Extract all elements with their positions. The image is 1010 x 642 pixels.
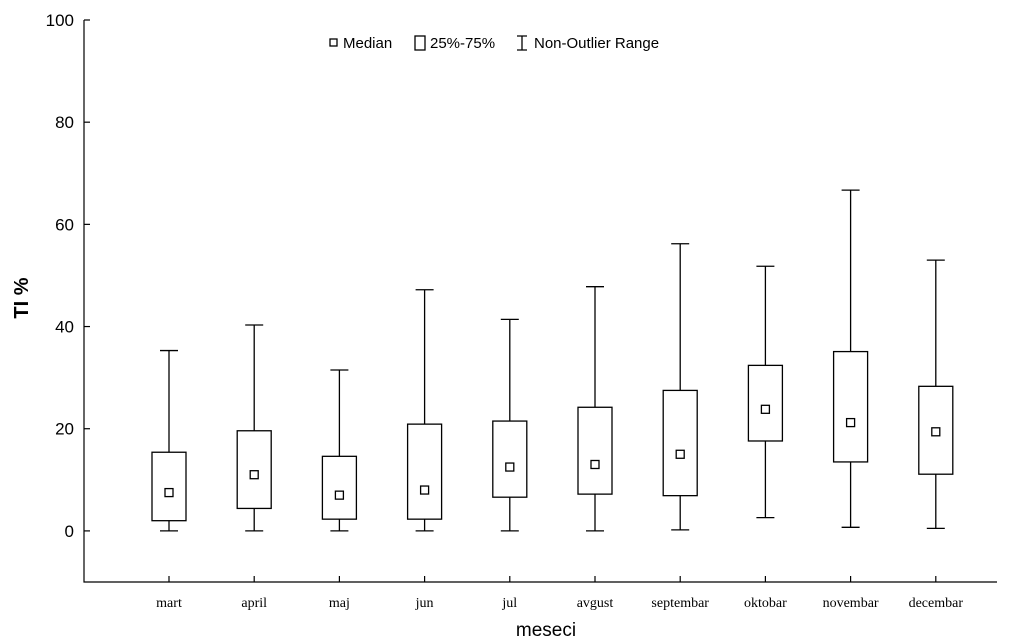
median-marker <box>505 462 515 472</box>
box-item-decembar <box>918 259 954 530</box>
iqr-box <box>577 406 613 495</box>
y-tick-label: 80 <box>55 113 74 132</box>
y-tick-label: 60 <box>55 215 74 234</box>
x-tick-label: novembar <box>823 596 879 611</box>
y-tick-label: 100 <box>46 11 74 30</box>
axes <box>83 20 997 583</box>
iqr-box <box>747 364 784 442</box>
median-marker <box>419 485 430 495</box>
x-tick-label: jul <box>501 596 517 611</box>
iqr-box <box>492 420 528 498</box>
y-tick-label: 40 <box>55 318 74 337</box>
axis-lines <box>83 20 997 583</box>
x-tick-label: maj <box>329 596 350 611</box>
median-marker <box>164 487 174 498</box>
box-item-septembar <box>662 243 698 531</box>
legend-median-label: Median <box>343 35 392 52</box>
x-tick-label: april <box>241 596 267 611</box>
median-marker <box>590 459 600 470</box>
legend-range-label: Non-Outlier Range <box>534 35 659 52</box>
box-series <box>151 189 954 532</box>
iqr-box <box>662 389 698 497</box>
median-marker <box>931 427 941 437</box>
x-tick-label: decembar <box>909 596 964 611</box>
x-tick-label: jun <box>415 596 434 611</box>
iqr-box <box>406 423 443 520</box>
box-item-avgust <box>577 286 613 532</box>
legend: Median 25%-75% Non-Outlier Range <box>329 35 659 52</box>
median-marker <box>760 404 771 414</box>
legend-median-marker <box>329 38 338 47</box>
iqr-box <box>151 451 187 522</box>
y-axis-label: TI % <box>11 277 33 318</box>
box-item-april <box>236 324 272 532</box>
legend-box-marker <box>414 35 426 51</box>
box-item-novembar <box>832 189 869 528</box>
iqr-box <box>321 455 358 520</box>
x-axis-ticks: mart april maj jun jul avgust septembar oktobar… <box>156 576 963 611</box>
box-item-mart <box>151 349 187 532</box>
x-tick-label: avgust <box>577 596 614 611</box>
iqr-box <box>832 350 869 463</box>
legend-range-marker <box>517 35 527 51</box>
y-tick-label: 0 <box>65 522 74 541</box>
median-marker <box>249 470 259 480</box>
median-marker <box>334 490 345 500</box>
x-tick-label: mart <box>156 596 182 611</box>
y-tick-label: 20 <box>55 420 74 439</box>
legend-box-label: 25%-75% <box>430 35 495 52</box>
iqr-box <box>236 430 272 510</box>
median-marker <box>675 449 685 459</box>
x-tick-label: septembar <box>651 596 709 611</box>
x-tick-label: oktobar <box>744 596 787 611</box>
box-item-maj <box>321 369 358 532</box>
median-marker <box>845 417 856 428</box>
box-item-oktobar <box>747 265 784 519</box>
y-axis-ticks: 0 20 40 60 80 100 <box>46 11 90 541</box>
box-item-jul <box>492 318 528 532</box>
x-axis-label: meseci <box>516 620 576 641</box>
box-item-jun <box>406 289 443 532</box>
